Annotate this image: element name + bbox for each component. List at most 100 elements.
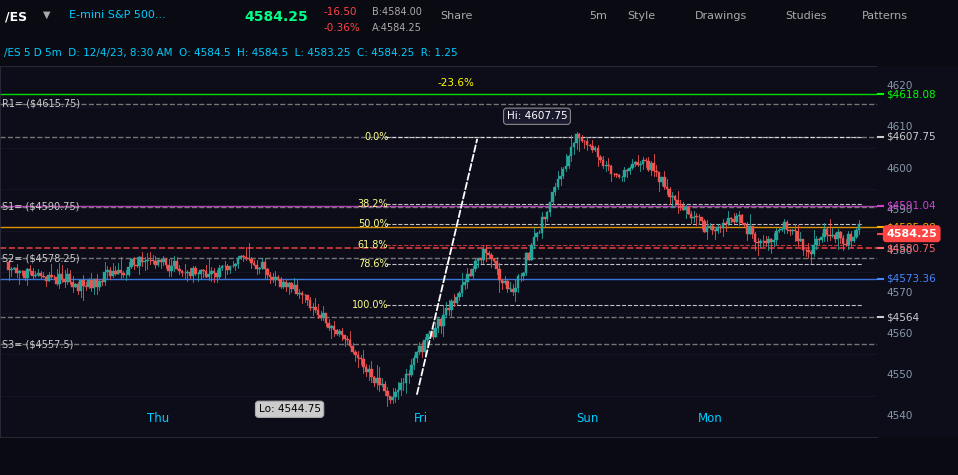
Bar — [561, 169, 564, 176]
Bar — [178, 269, 181, 271]
Bar — [450, 302, 452, 310]
Bar — [575, 134, 578, 143]
Bar — [673, 196, 676, 200]
Bar — [421, 346, 423, 352]
Text: E-mini S&P 500...: E-mini S&P 500... — [69, 10, 166, 20]
Bar — [365, 367, 367, 372]
Text: 4584.25: 4584.25 — [886, 229, 937, 239]
Bar — [836, 232, 839, 239]
Bar — [397, 390, 399, 392]
Bar — [292, 285, 295, 288]
Text: /ES 5 D 5m  D: 12/4/23, 8:30 AM  O: 4584.5  H: 4584.5  L: 4583.25  C: 4584.25  R: /ES 5 D 5m D: 12/4/23, 8:30 AM O: 4584.5… — [5, 48, 458, 58]
Text: Style: Style — [627, 11, 655, 21]
Bar — [399, 383, 402, 390]
Bar — [783, 222, 786, 229]
Text: S3= ($4557.5): S3= ($4557.5) — [2, 339, 73, 349]
Bar — [274, 277, 277, 280]
Bar — [458, 293, 461, 297]
Bar — [111, 271, 114, 276]
Bar — [482, 249, 485, 260]
Bar — [181, 271, 183, 273]
Bar — [413, 358, 415, 365]
Text: 0.0%: 0.0% — [364, 132, 388, 142]
Bar — [655, 171, 658, 172]
Bar — [820, 237, 823, 240]
Bar — [706, 227, 708, 232]
Bar — [666, 187, 669, 189]
Bar — [711, 226, 714, 230]
Text: Sun: Sun — [576, 412, 599, 425]
Bar — [455, 297, 458, 303]
Bar — [271, 277, 274, 280]
Bar — [120, 270, 122, 274]
Bar — [770, 239, 772, 242]
Bar — [743, 223, 745, 225]
Text: 4610: 4610 — [886, 123, 913, 133]
Bar — [114, 271, 117, 274]
Bar — [130, 259, 133, 266]
Bar — [23, 271, 26, 277]
Bar — [466, 274, 468, 282]
Bar — [138, 257, 141, 266]
Bar — [32, 271, 34, 276]
Bar — [498, 269, 500, 280]
Bar — [199, 270, 202, 274]
Bar — [786, 222, 788, 229]
Text: /ES: /ES — [5, 10, 27, 23]
Bar — [133, 259, 135, 265]
Bar — [440, 319, 442, 326]
Bar — [812, 245, 815, 254]
Bar — [512, 289, 513, 292]
Bar — [189, 272, 192, 276]
Bar — [48, 275, 50, 281]
Bar — [818, 239, 820, 240]
Text: 4580: 4580 — [886, 246, 913, 256]
Bar — [676, 200, 679, 204]
Text: ▼: ▼ — [43, 10, 51, 20]
Bar — [501, 280, 503, 283]
Bar — [690, 214, 693, 218]
Text: $4591.04: $4591.04 — [886, 201, 936, 211]
Bar — [96, 279, 98, 287]
Bar — [202, 270, 205, 271]
Bar — [36, 273, 39, 275]
Bar — [207, 274, 210, 277]
Bar — [850, 234, 853, 241]
Bar — [599, 157, 602, 160]
Bar — [533, 237, 536, 245]
Bar — [90, 280, 93, 288]
Bar — [648, 161, 650, 170]
Text: -16.50: -16.50 — [324, 7, 357, 17]
Bar — [77, 284, 80, 291]
Bar — [218, 268, 220, 277]
Text: 78.6%: 78.6% — [357, 259, 388, 269]
Text: 4584.25: 4584.25 — [244, 10, 308, 24]
Bar — [636, 162, 639, 165]
Bar — [700, 218, 703, 221]
Bar — [682, 205, 684, 210]
Bar — [775, 231, 778, 240]
Text: Studies: Studies — [786, 11, 827, 21]
Bar — [628, 168, 631, 171]
Bar — [280, 279, 282, 287]
Bar — [832, 235, 833, 236]
Text: $4585.88: $4585.88 — [886, 222, 936, 232]
Bar — [159, 260, 162, 263]
Bar — [247, 258, 250, 259]
Bar — [468, 274, 471, 276]
Bar — [109, 270, 111, 276]
Bar — [847, 234, 850, 245]
Bar — [559, 176, 561, 179]
Text: Mon: Mon — [697, 412, 722, 425]
Bar — [135, 265, 138, 266]
Bar — [175, 261, 178, 269]
Bar — [717, 227, 719, 231]
Bar — [282, 282, 285, 287]
Bar — [63, 279, 66, 282]
Bar — [253, 263, 255, 265]
Bar — [328, 323, 330, 328]
Bar — [192, 267, 194, 275]
Bar — [314, 307, 316, 310]
Bar — [645, 160, 647, 161]
Bar — [216, 273, 218, 277]
